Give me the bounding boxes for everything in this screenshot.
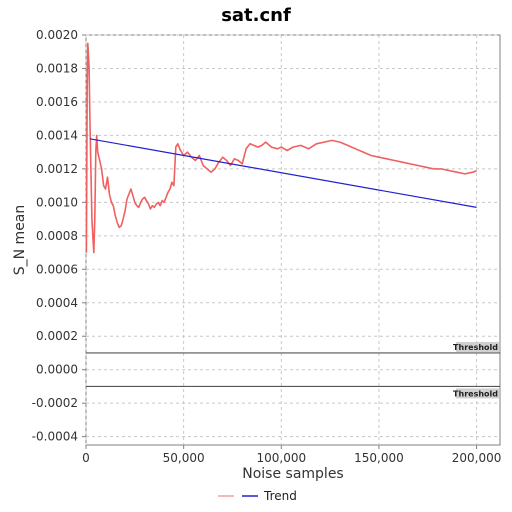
y-tick-label: -0.0002 <box>32 396 78 410</box>
threshold-lines: Threshold Threshold <box>86 341 500 399</box>
series-layer <box>85 42 477 254</box>
y-tick-label: 0.0000 <box>36 363 78 377</box>
plot-area <box>85 34 501 446</box>
y-tick-label: 0.0014 <box>36 128 78 142</box>
y-axis-label: S_N mean <box>12 205 28 276</box>
legend: Trend <box>218 489 297 503</box>
y-tick-label: 0.0010 <box>36 195 78 209</box>
y-tick-label: -0.0004 <box>32 430 78 444</box>
y-tick-label: 0.0016 <box>36 95 78 109</box>
x-tick-label: 200,000 <box>452 451 502 465</box>
y-tick-label: 0.0018 <box>36 61 78 75</box>
series-line-trend <box>89 138 477 208</box>
x-tick-label: 0 <box>82 451 90 465</box>
legend-label: Trend <box>263 489 297 503</box>
threshold-label: Threshold <box>453 343 498 352</box>
threshold-label-box <box>456 388 499 399</box>
x-tick-label: 50,000 <box>163 451 205 465</box>
y-axis-ticks: 0.0020 0.0018 0.0016 0.0014 0.0012 0.0010 0.00… <box>32 28 86 444</box>
x-tick-label: 100,000 <box>256 451 306 465</box>
y-tick-label: 0.0020 <box>36 28 78 42</box>
threshold-label: Threshold <box>453 389 498 398</box>
y-tick-label: 0.0002 <box>36 329 78 343</box>
y-tick-label: 0.0012 <box>36 162 78 176</box>
x-axis-ticks: 0 50,000 100,000 150,000 200,000 <box>82 445 501 465</box>
x-tick-label: 150,000 <box>354 451 404 465</box>
threshold-label-box <box>456 341 499 352</box>
chart-title: sat.cnf <box>221 5 291 26</box>
y-tick-label: 0.0004 <box>36 296 78 310</box>
x-axis-label: Noise samples <box>242 466 343 482</box>
series-line-noise <box>85 42 477 254</box>
y-tick-label: 0.0008 <box>36 229 78 243</box>
y-tick-label: 0.0006 <box>36 262 78 276</box>
